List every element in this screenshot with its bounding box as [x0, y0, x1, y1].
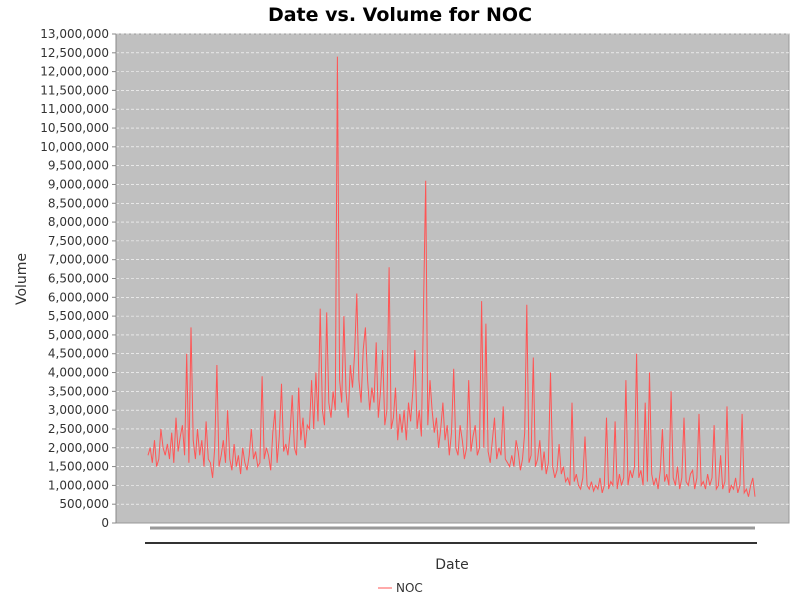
series-line-noc: [147, 56, 756, 497]
y-tick-label: 0: [101, 516, 109, 530]
y-tick-label: 11,000,000: [40, 102, 109, 116]
x-axis-label: Date: [435, 557, 468, 573]
y-tick-label: 3,000,000: [48, 403, 109, 417]
y-tick-label: 8,000,000: [48, 215, 109, 229]
y-tick-label: 1,500,000: [48, 460, 109, 474]
y-tick-label: 12,500,000: [40, 46, 109, 60]
y-axis-ticks: 0 500,000 1,000,000 1,500,000 2,000,000 2,500…: [40, 27, 116, 530]
y-tick-label: 7,500,000: [48, 234, 109, 248]
y-tick-label: 3,500,000: [48, 384, 109, 398]
y-tick-label: 7,000,000: [48, 253, 109, 267]
y-tick-label: 6,000,000: [48, 290, 109, 304]
y-tick-label: 4,000,000: [48, 366, 109, 380]
y-tick-label: 11,500,000: [40, 83, 109, 97]
y-tick-label: 2,500,000: [48, 422, 109, 436]
y-tick-label: 500,000: [59, 497, 109, 511]
y-tick-label: 5,000,000: [48, 328, 109, 342]
y-tick-label: 2,000,000: [48, 441, 109, 455]
legend-label-noc: NOC: [396, 581, 423, 595]
y-tick-label: 5,500,000: [48, 309, 109, 323]
y-tick-label: 4,500,000: [48, 347, 109, 361]
y-axis-label: Volume: [14, 253, 30, 305]
y-tick-label: 12,000,000: [40, 65, 109, 79]
chart-title: Date vs. Volume for NOC: [268, 4, 532, 26]
y-tick-label: 9,000,000: [48, 177, 109, 191]
y-tick-label: 6,500,000: [48, 272, 109, 286]
y-tick-label: 13,000,000: [40, 27, 109, 41]
y-tick-label: 9,500,000: [48, 159, 109, 173]
legend: NOC: [378, 581, 423, 595]
y-tick-label: 1,000,000: [48, 478, 109, 492]
y-tick-label: 10,500,000: [40, 121, 109, 135]
gridlines: [116, 33, 789, 505]
y-tick-label: 10,000,000: [40, 140, 109, 154]
y-tick-label: 8,500,000: [48, 196, 109, 210]
